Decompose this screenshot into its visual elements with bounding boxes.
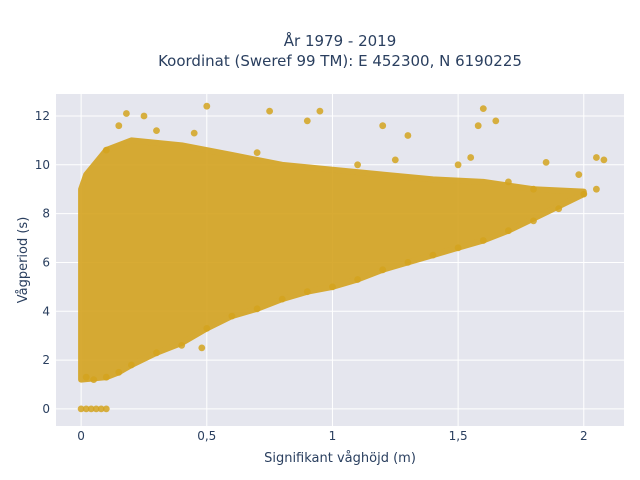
y-tick-label: 12	[35, 109, 50, 123]
data-point	[354, 161, 361, 169]
data-point	[467, 154, 475, 161]
point-cloud	[78, 137, 587, 383]
data-point	[198, 344, 206, 352]
data-point	[97, 405, 105, 413]
x-tick-labels: 0 0,5 1 1,5 2	[77, 429, 587, 443]
data-point	[404, 132, 412, 139]
data-point	[530, 217, 537, 225]
x-tick-label: 0	[77, 429, 85, 443]
data-point	[474, 122, 482, 130]
data-point	[454, 161, 462, 169]
data-point	[555, 205, 563, 213]
chart-title-line2: Koordinat (Sweref 99 TM): E 452300, N 61…	[158, 52, 522, 70]
data-point	[140, 112, 148, 120]
data-point	[429, 251, 437, 259]
data-point	[92, 405, 100, 413]
data-point	[354, 276, 361, 283]
data-point	[253, 305, 261, 313]
data-points	[77, 102, 608, 413]
data-point	[454, 244, 462, 252]
data-point	[228, 312, 236, 320]
data-point	[77, 405, 85, 413]
data-point	[505, 227, 512, 235]
y-tick-label: 6	[42, 255, 50, 269]
data-point	[580, 190, 588, 198]
data-point	[127, 361, 135, 369]
y-tick-label: 10	[35, 158, 50, 172]
data-point	[153, 127, 160, 134]
data-point	[102, 146, 110, 154]
data-point	[178, 342, 186, 349]
data-point	[479, 105, 487, 112]
data-point	[115, 122, 123, 130]
y-tick-labels: 0 2 4 6 8 10 12	[35, 109, 50, 416]
data-point	[253, 149, 261, 157]
data-point	[303, 288, 311, 296]
y-tick-label: 0	[42, 402, 50, 416]
data-point	[593, 185, 600, 193]
data-point	[575, 171, 583, 179]
y-tick-label: 8	[42, 207, 50, 221]
point-cloud-area	[78, 137, 587, 383]
data-point	[278, 295, 286, 303]
x-tick-label: 1	[329, 429, 337, 443]
data-point	[123, 110, 130, 117]
data-point	[492, 117, 500, 125]
data-point	[87, 405, 95, 413]
data-point	[115, 368, 123, 376]
y-tick-label: 2	[42, 353, 50, 367]
y-tick-label: 4	[42, 304, 50, 318]
data-point	[102, 405, 110, 413]
data-point	[600, 156, 608, 164]
y-axis-title: Vågperiod (s)	[16, 217, 31, 304]
data-point	[505, 178, 512, 186]
data-point	[203, 325, 211, 332]
data-point	[479, 237, 487, 244]
data-point	[82, 373, 90, 381]
data-point	[190, 129, 198, 137]
data-point	[203, 102, 211, 110]
data-point	[391, 156, 399, 164]
data-point	[404, 259, 412, 266]
x-tick-label: 1,5	[449, 429, 468, 443]
data-point	[266, 107, 273, 115]
data-point	[530, 185, 537, 193]
data-point	[90, 376, 98, 383]
data-point	[303, 117, 311, 125]
data-point	[379, 122, 387, 130]
data-point	[102, 373, 110, 381]
data-point	[379, 266, 387, 274]
data-point	[153, 349, 160, 357]
data-point	[82, 405, 90, 413]
data-point	[542, 159, 550, 166]
data-point	[316, 107, 324, 115]
x-tick-label: 2	[580, 429, 588, 443]
data-point	[329, 283, 336, 291]
data-point	[593, 154, 600, 161]
x-axis-title: Signifikant våghöjd (m)	[264, 451, 416, 466]
chart-title-line1: År 1979 - 2019	[284, 31, 397, 50]
x-tick-label: 0,5	[197, 429, 216, 443]
